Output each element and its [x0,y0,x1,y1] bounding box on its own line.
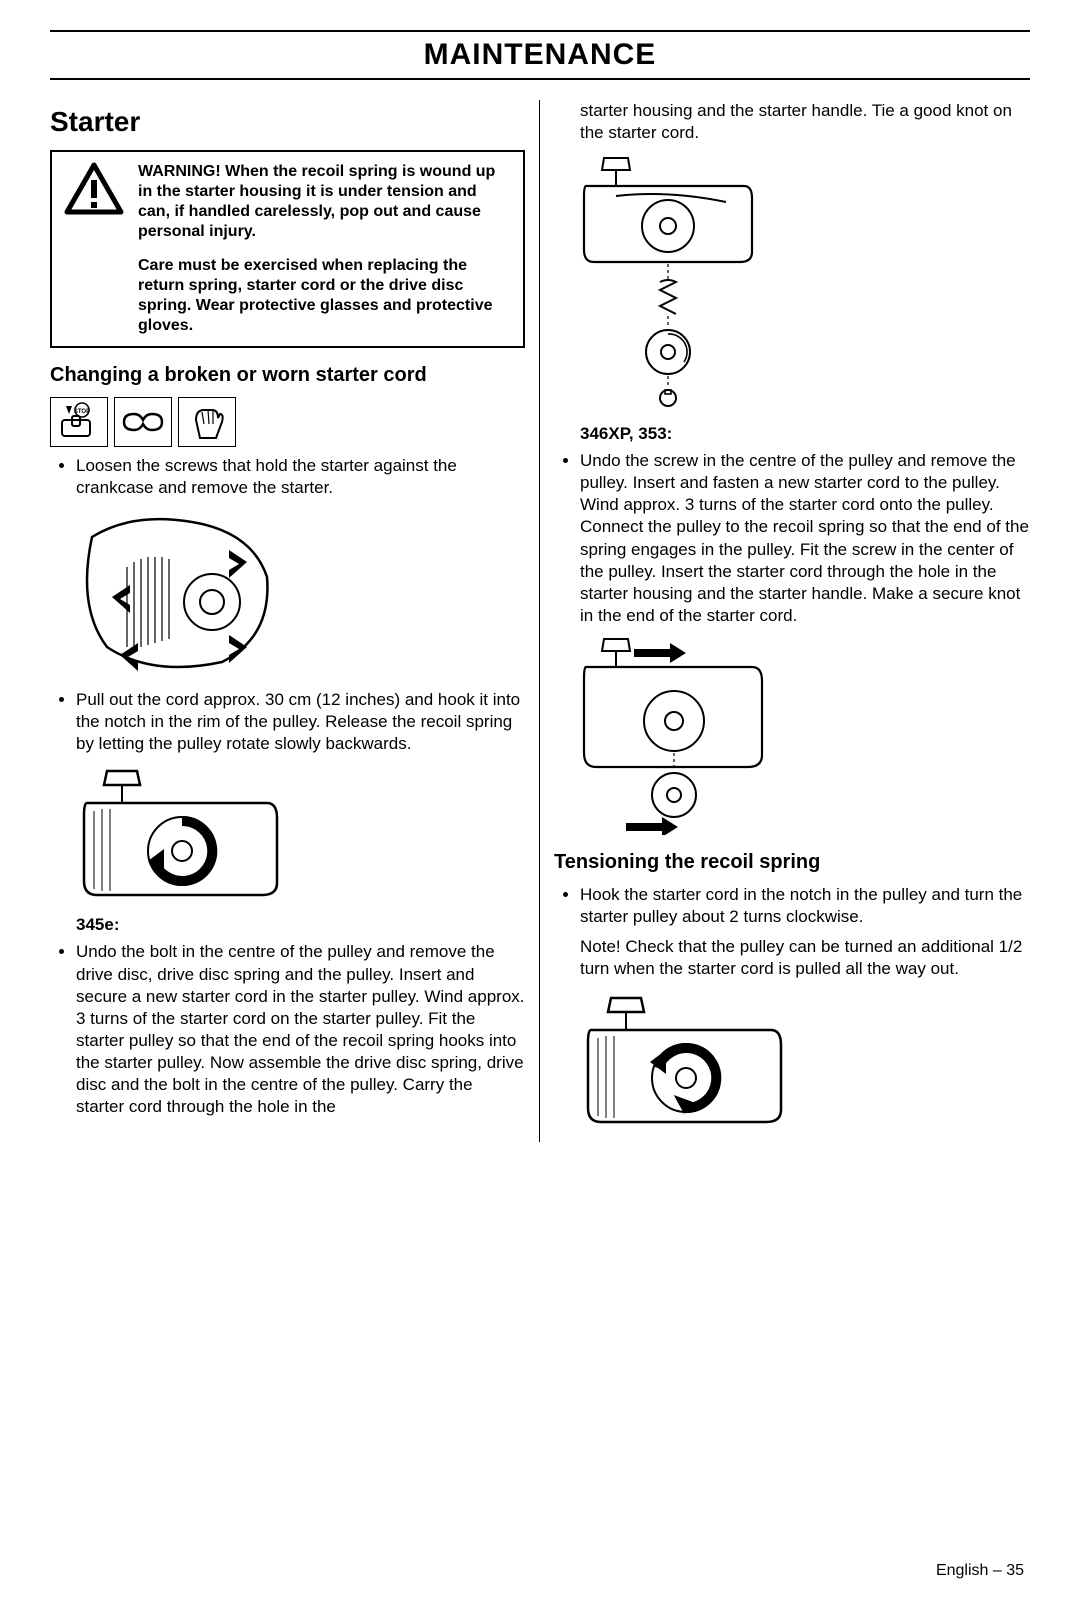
bullet-list-1: Loosen the screws that hold the starter … [50,455,525,499]
rule-under-title [50,78,1030,80]
subsection-changing-cord: Changing a broken or worn starter cord [50,364,525,387]
page-title: MAINTENANCE [50,38,1030,72]
goggles-icon [114,397,172,447]
bullet-list-5: Hook the starter cord in the notch in th… [554,884,1030,928]
list-item: Loosen the screws that hold the starter … [76,455,525,499]
two-column-layout: Starter WARNING! When the recoil spring … [50,100,1030,1142]
list-item: Undo the bolt in the centre of the pulle… [76,941,525,1118]
page: MAINTENANCE Starter WARNING! When the re… [0,0,1080,1620]
bullet-list-3: Undo the bolt in the centre of the pulle… [50,941,525,1118]
warning-triangle-icon [64,162,124,336]
figure-remove-starter [72,507,282,677]
subsection-tensioning: Tensioning the recoil spring [554,851,1030,874]
stop-switch-icon: STOP [50,397,108,447]
figure-pulley-reassembly [576,635,766,835]
model-label-346xp-353: 346XP, 353: [580,424,1030,444]
warning-paragraph-2: Care must be exercised when replacing th… [138,256,511,336]
warning-text: WARNING! When the recoil spring is wound… [138,162,511,336]
rule-top [50,30,1030,32]
continuation-paragraph: starter housing and the starter handle. … [580,100,1030,144]
figure-release-recoil [72,763,282,903]
bullet-list-2: Pull out the cord approx. 30 cm (12 inch… [50,689,525,755]
warning-box: WARNING! When the recoil spring is wound… [50,150,525,348]
gloves-icon [178,397,236,447]
left-column: Starter WARNING! When the recoil spring … [50,100,540,1142]
model-label-345e: 345e: [76,915,525,935]
figure-tension-recoil [576,990,786,1130]
note-paragraph: Note! Check that the pulley can be turne… [580,936,1030,980]
warning-paragraph-1: WARNING! When the recoil spring is wound… [138,162,511,242]
section-heading-starter: Starter [50,106,525,138]
list-item: Hook the starter cord in the notch in th… [580,884,1030,928]
list-item: Undo the screw in the centre of the pull… [580,450,1030,627]
svg-text:STOP: STOP [74,409,90,415]
right-column: starter housing and the starter handle. … [540,100,1030,1142]
safety-icon-row: STOP [50,397,525,447]
list-item: Pull out the cord approx. 30 cm (12 inch… [76,689,525,755]
page-footer: English – 35 [50,1562,1030,1580]
figure-starter-assembly-exploded [576,152,756,412]
bullet-list-4: Undo the screw in the centre of the pull… [554,450,1030,627]
